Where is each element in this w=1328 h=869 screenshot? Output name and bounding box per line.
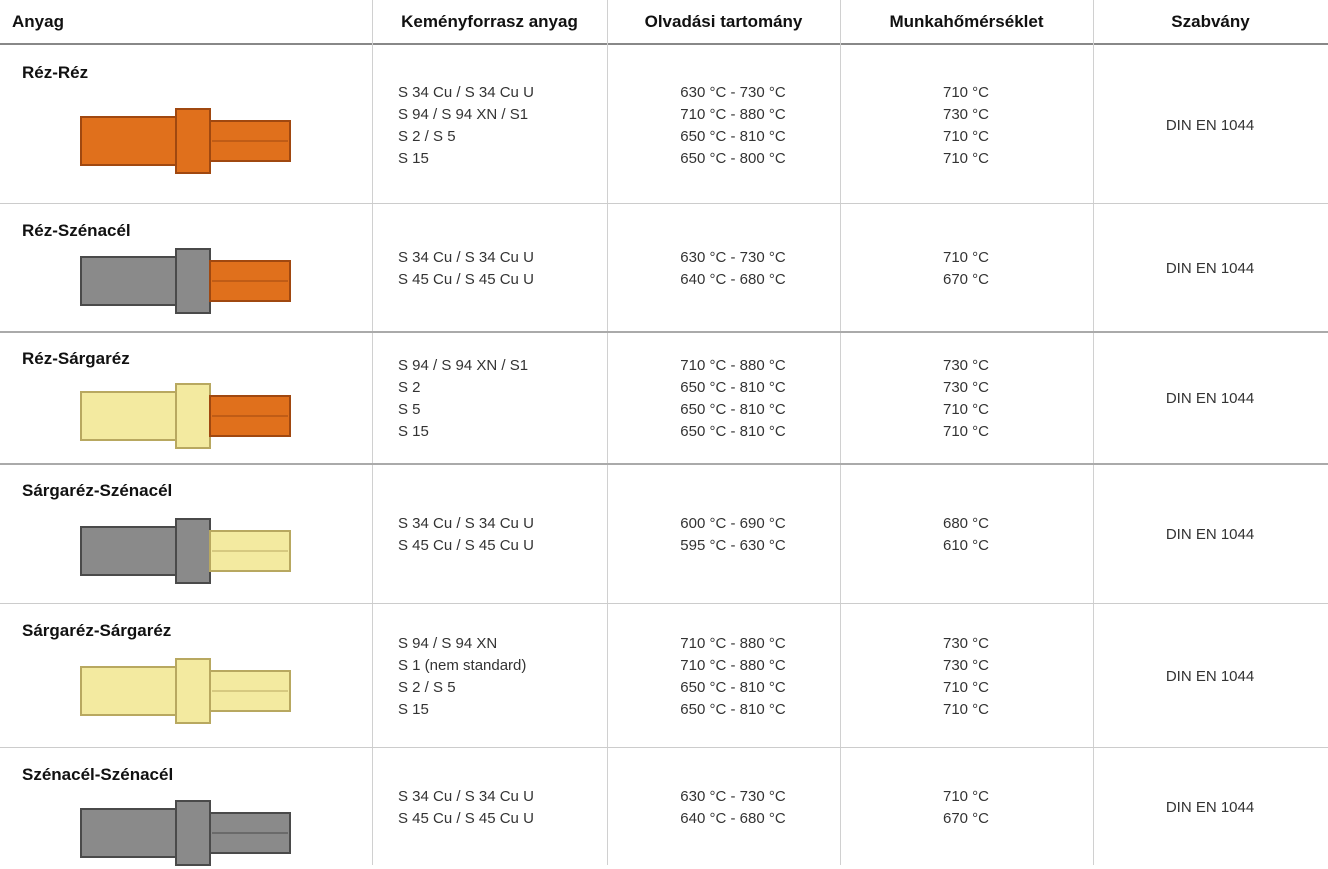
solder-text: S 2 / S 5 xyxy=(398,679,456,696)
temp-text: 610 °C xyxy=(942,537,990,554)
material-name: Réz-Sárgaréz xyxy=(22,349,130,368)
header-cell: Keményforrasz anyag xyxy=(401,12,578,31)
header-cell: Munkahőmérséklet xyxy=(889,12,1044,31)
column-divider xyxy=(372,0,373,865)
temp-text: 710 °C xyxy=(942,401,990,418)
range-text: 710 °C - 880 °C xyxy=(680,657,786,674)
range-text: 595 °C - 630 °C xyxy=(680,537,786,554)
range-text: 600 °C - 690 °C xyxy=(680,515,786,532)
solder-text: S 94 / S 94 XN / S1 xyxy=(398,106,529,123)
column-divider xyxy=(607,0,608,865)
temp-text: 730 °C xyxy=(942,379,990,396)
pipe-part xyxy=(175,248,211,314)
header-border xyxy=(0,43,1328,45)
solder-text: S 45 Cu / S 45 Cu U xyxy=(398,537,534,554)
pipe-part xyxy=(175,800,211,866)
standard-text: DIN EN 1044 xyxy=(1165,526,1255,543)
pipe-part xyxy=(175,108,211,174)
material-name: Szénacél-Szénacél xyxy=(22,765,174,784)
solder-text: S 2 xyxy=(398,379,421,396)
material-name: Sárgaréz-Sárgaréz xyxy=(22,621,172,640)
range-text: 710 °C - 880 °C xyxy=(680,357,786,374)
solder-text: S 34 Cu / S 34 Cu U xyxy=(398,515,534,532)
solder-text: S 45 Cu / S 45 Cu U xyxy=(398,810,534,827)
column-divider xyxy=(1093,0,1094,865)
range-text: 630 °C - 730 °C xyxy=(680,84,786,101)
pipe-part xyxy=(175,383,211,449)
solder-text: S 45 Cu / S 45 Cu U xyxy=(398,271,534,288)
range-text: 650 °C - 810 °C xyxy=(680,423,786,440)
temp-text: 730 °C xyxy=(942,106,990,123)
solder-text: S 34 Cu / S 34 Cu U xyxy=(398,788,534,805)
range-text: 630 °C - 730 °C xyxy=(680,249,786,266)
pipe-icon xyxy=(80,658,291,724)
header-cell: Olvadási tartomány xyxy=(644,12,803,31)
temp-text: 730 °C xyxy=(942,357,990,374)
solder-text: S 15 xyxy=(398,423,429,440)
temp-text: 710 °C xyxy=(942,788,990,805)
header-cell: Szabvány xyxy=(1171,12,1250,31)
temp-text: 710 °C xyxy=(942,701,990,718)
pipe-part xyxy=(175,658,211,724)
solder-text: S 5 xyxy=(398,401,421,418)
solder-text: S 1 (nem standard) xyxy=(398,657,527,674)
solder-text: S 15 xyxy=(398,150,429,167)
column-divider xyxy=(840,0,841,865)
material-name: Réz-Réz xyxy=(22,63,89,82)
temp-text: 670 °C xyxy=(942,271,990,288)
solder-text: S 34 Cu / S 34 Cu U xyxy=(398,249,534,266)
solder-text: S 94 / S 94 XN xyxy=(398,635,498,652)
temp-text: 710 °C xyxy=(942,679,990,696)
temp-text: 710 °C xyxy=(942,249,990,266)
standard-text: DIN EN 1044 xyxy=(1165,799,1255,816)
range-text: 650 °C - 810 °C xyxy=(680,701,786,718)
range-text: 710 °C - 880 °C xyxy=(680,635,786,652)
row-border xyxy=(0,203,1328,204)
temp-text: 710 °C xyxy=(942,423,990,440)
solder-text: S 34 Cu / S 34 Cu U xyxy=(398,84,534,101)
material-name: Réz-Szénacél xyxy=(22,221,131,240)
pipe-icon xyxy=(80,108,291,174)
temp-text: 730 °C xyxy=(942,657,990,674)
pipe-part xyxy=(175,518,211,584)
standard-text: DIN EN 1044 xyxy=(1165,260,1255,277)
pipe-icon xyxy=(80,800,291,866)
range-text: 640 °C - 680 °C xyxy=(680,810,786,827)
row-border xyxy=(0,603,1328,604)
pipe-icon xyxy=(80,383,291,449)
range-text: 650 °C - 800 °C xyxy=(680,150,786,167)
range-text: 650 °C - 810 °C xyxy=(680,379,786,396)
pipe-icon xyxy=(80,248,291,314)
range-text: 650 °C - 810 °C xyxy=(680,679,786,696)
temp-text: 670 °C xyxy=(942,810,990,827)
standard-text: DIN EN 1044 xyxy=(1165,668,1255,685)
range-text: 650 °C - 810 °C xyxy=(680,128,786,145)
solder-text: S 94 / S 94 XN / S1 xyxy=(398,357,529,374)
header-cell: Anyag xyxy=(12,12,64,31)
temp-text: 680 °C xyxy=(942,515,990,532)
row-border xyxy=(0,747,1328,748)
standard-text: DIN EN 1044 xyxy=(1165,390,1255,407)
standard-text: DIN EN 1044 xyxy=(1165,117,1255,134)
material-name: Sárgaréz-Szénacél xyxy=(22,481,173,500)
temp-text: 730 °C xyxy=(942,635,990,652)
temp-text: 710 °C xyxy=(942,84,990,101)
range-text: 710 °C - 880 °C xyxy=(680,106,786,123)
row-border xyxy=(0,463,1328,465)
row-border xyxy=(0,331,1328,333)
range-text: 630 °C - 730 °C xyxy=(680,788,786,805)
solder-text: S 15 xyxy=(398,701,429,718)
range-text: 640 °C - 680 °C xyxy=(680,271,786,288)
solder-text: S 2 / S 5 xyxy=(398,128,456,145)
temp-text: 710 °C xyxy=(942,128,990,145)
range-text: 650 °C - 810 °C xyxy=(680,401,786,418)
temp-text: 710 °C xyxy=(942,150,990,167)
pipe-icon xyxy=(80,518,291,584)
